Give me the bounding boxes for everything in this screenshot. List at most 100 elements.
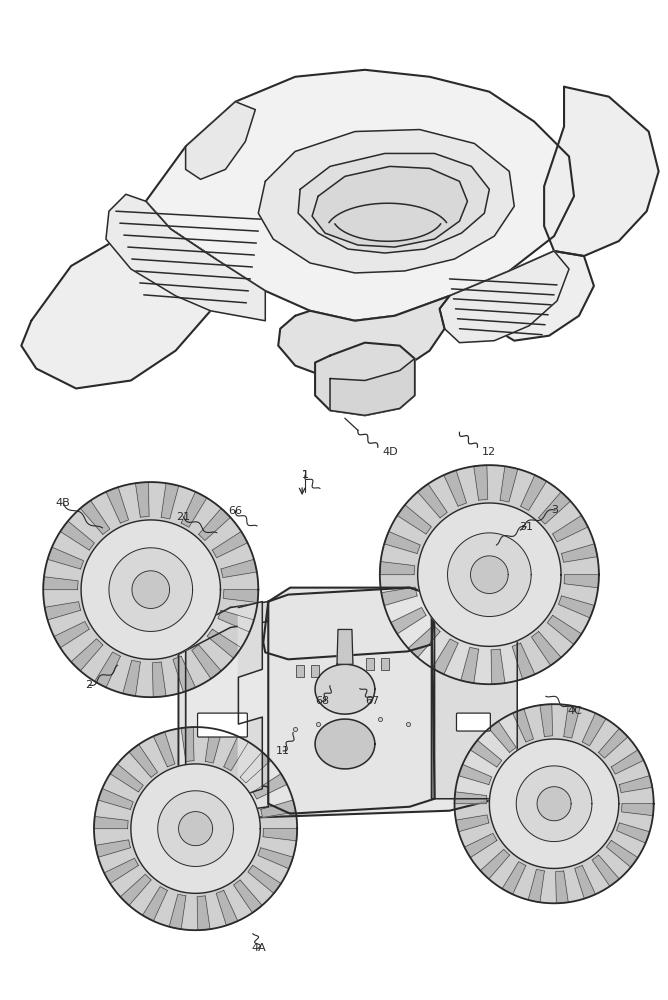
Polygon shape — [552, 515, 588, 542]
Polygon shape — [248, 865, 281, 893]
Polygon shape — [178, 634, 186, 804]
Polygon shape — [192, 645, 221, 679]
Text: 1: 1 — [302, 470, 309, 480]
Polygon shape — [221, 559, 257, 578]
Polygon shape — [582, 713, 606, 746]
Polygon shape — [330, 359, 415, 415]
Polygon shape — [512, 643, 535, 679]
Polygon shape — [60, 521, 94, 550]
Polygon shape — [558, 596, 595, 618]
Polygon shape — [556, 871, 568, 903]
Text: 21: 21 — [176, 512, 190, 522]
Polygon shape — [397, 505, 432, 534]
Polygon shape — [263, 588, 435, 659]
Polygon shape — [444, 470, 466, 506]
Bar — [296, 665, 304, 677]
Polygon shape — [120, 874, 151, 905]
Polygon shape — [592, 855, 619, 886]
Text: 31: 31 — [519, 522, 533, 532]
Polygon shape — [380, 465, 599, 684]
Polygon shape — [480, 251, 594, 341]
Bar — [311, 665, 319, 677]
Polygon shape — [98, 789, 133, 809]
Polygon shape — [146, 70, 574, 321]
Polygon shape — [461, 647, 479, 683]
Polygon shape — [564, 575, 599, 588]
Text: 67: 67 — [365, 696, 379, 706]
Polygon shape — [513, 709, 534, 742]
Polygon shape — [43, 577, 78, 590]
Polygon shape — [207, 629, 241, 658]
Polygon shape — [43, 482, 259, 697]
Polygon shape — [81, 520, 220, 659]
Polygon shape — [178, 812, 212, 846]
Polygon shape — [611, 750, 644, 774]
Polygon shape — [198, 508, 230, 540]
Polygon shape — [123, 660, 140, 696]
Polygon shape — [470, 740, 502, 767]
Polygon shape — [238, 602, 263, 797]
Bar — [366, 658, 374, 670]
FancyBboxPatch shape — [456, 713, 490, 731]
Polygon shape — [337, 629, 353, 664]
Polygon shape — [45, 602, 81, 620]
Polygon shape — [490, 739, 619, 868]
Polygon shape — [458, 764, 492, 785]
Polygon shape — [205, 728, 222, 763]
Polygon shape — [106, 487, 128, 523]
Text: 4C: 4C — [568, 706, 582, 716]
Polygon shape — [212, 531, 248, 558]
Polygon shape — [617, 823, 650, 843]
Polygon shape — [71, 639, 103, 671]
Text: 1: 1 — [302, 470, 309, 480]
Polygon shape — [520, 475, 546, 510]
Polygon shape — [178, 600, 517, 819]
Polygon shape — [532, 632, 561, 665]
Polygon shape — [456, 815, 489, 832]
Polygon shape — [621, 804, 654, 816]
Polygon shape — [259, 130, 514, 273]
Polygon shape — [21, 229, 216, 388]
Text: 4B: 4B — [55, 498, 71, 508]
Polygon shape — [94, 816, 128, 829]
Polygon shape — [143, 887, 168, 921]
Polygon shape — [80, 501, 110, 534]
Polygon shape — [432, 595, 517, 799]
Polygon shape — [261, 800, 296, 817]
Polygon shape — [391, 608, 426, 634]
Polygon shape — [258, 848, 293, 869]
Polygon shape — [502, 862, 526, 894]
Text: 11: 11 — [276, 746, 290, 756]
Polygon shape — [173, 656, 196, 692]
Polygon shape — [574, 866, 595, 899]
Polygon shape — [131, 764, 261, 893]
Text: 3: 3 — [552, 505, 558, 515]
Bar — [381, 658, 389, 670]
Polygon shape — [136, 482, 149, 517]
Polygon shape — [197, 896, 210, 930]
Polygon shape — [218, 610, 254, 632]
Polygon shape — [480, 849, 510, 879]
Polygon shape — [104, 858, 138, 884]
Polygon shape — [158, 791, 233, 866]
Polygon shape — [540, 704, 552, 736]
Polygon shape — [263, 829, 297, 841]
Polygon shape — [269, 588, 435, 814]
Polygon shape — [234, 880, 262, 913]
Polygon shape — [454, 704, 654, 903]
Polygon shape — [516, 766, 592, 842]
Text: 66: 66 — [228, 506, 242, 516]
Polygon shape — [454, 792, 486, 804]
Polygon shape — [161, 483, 179, 519]
Polygon shape — [432, 595, 435, 799]
Polygon shape — [440, 251, 569, 343]
Polygon shape — [528, 869, 544, 902]
Polygon shape — [154, 732, 175, 767]
Text: 4A: 4A — [251, 943, 266, 953]
Text: 68: 68 — [315, 696, 329, 706]
Text: 2: 2 — [86, 680, 93, 690]
Polygon shape — [448, 533, 531, 617]
Polygon shape — [181, 492, 207, 527]
Polygon shape — [619, 776, 653, 793]
Polygon shape — [562, 544, 597, 562]
